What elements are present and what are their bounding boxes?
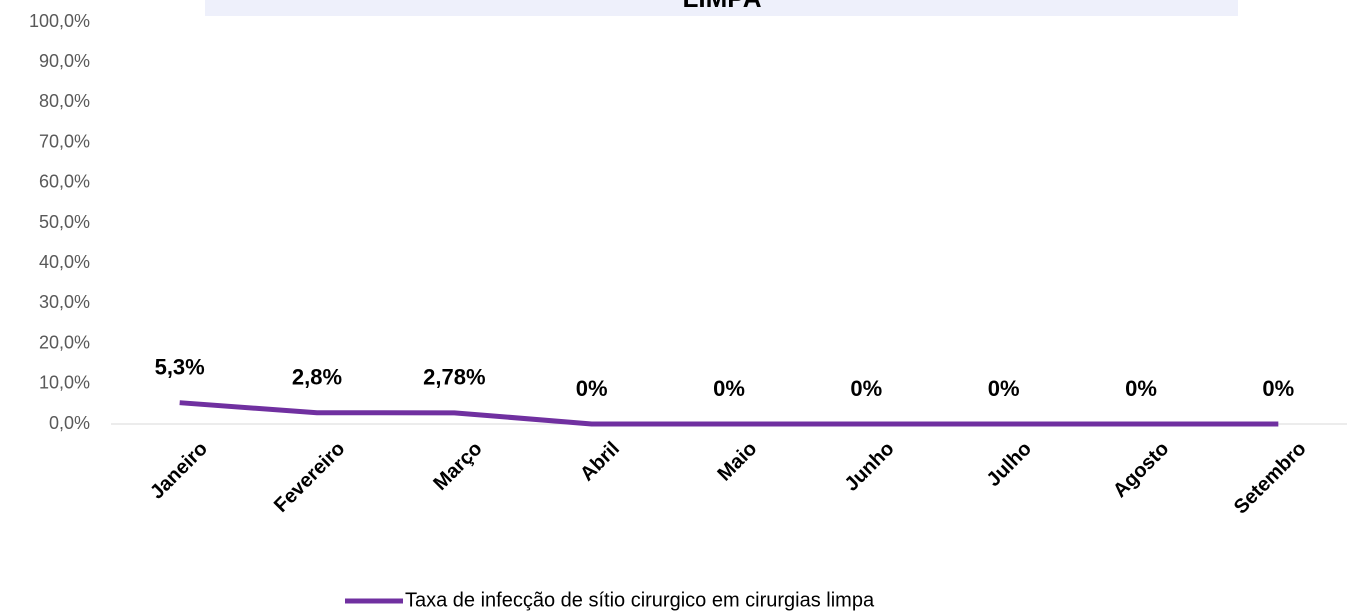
data-label: 0% [1125, 376, 1157, 401]
x-tick-label: Abril [576, 438, 624, 486]
data-label: 2,8% [292, 365, 342, 390]
data-label: 2,78% [423, 365, 485, 390]
x-tick-label: Setembro [1230, 438, 1311, 519]
y-tick-label: 60,0% [39, 172, 90, 192]
y-tick-label: 20,0% [39, 332, 90, 352]
y-tick-label: 80,0% [39, 91, 90, 111]
series-line [179, 400, 1279, 427]
data-label: 0% [713, 376, 745, 401]
data-label: 0% [1262, 376, 1294, 401]
y-tick-label: 50,0% [39, 212, 90, 232]
y-tick-label: 100,0% [29, 11, 90, 31]
x-tick-label: Junho [841, 438, 899, 496]
y-tick-label: 30,0% [39, 292, 90, 312]
y-tick-label: 0,0% [49, 413, 90, 433]
x-tick-label: Janeiro [146, 438, 212, 504]
chart-title: LIMPA [683, 0, 762, 13]
x-tick-label: Julho [983, 438, 1036, 491]
y-tick-label: 70,0% [39, 131, 90, 151]
y-tick-label: 40,0% [39, 252, 90, 272]
data-label: 0% [850, 376, 882, 401]
data-label: 0% [576, 376, 608, 401]
data-label: 0% [988, 376, 1020, 401]
y-tick-label: 90,0% [39, 51, 90, 71]
x-tick-label: Fevereiro [270, 438, 349, 517]
data-label: 5,3% [155, 355, 205, 380]
x-tick-label: Março [429, 438, 486, 495]
title-box [205, 0, 1238, 16]
x-tick-label: Agosto [1109, 438, 1173, 502]
x-tick-label: Maio [713, 438, 761, 486]
legend-label: Taxa de infecção de sítio cirurgico em c… [405, 589, 875, 611]
y-tick-label: 10,0% [39, 373, 90, 393]
